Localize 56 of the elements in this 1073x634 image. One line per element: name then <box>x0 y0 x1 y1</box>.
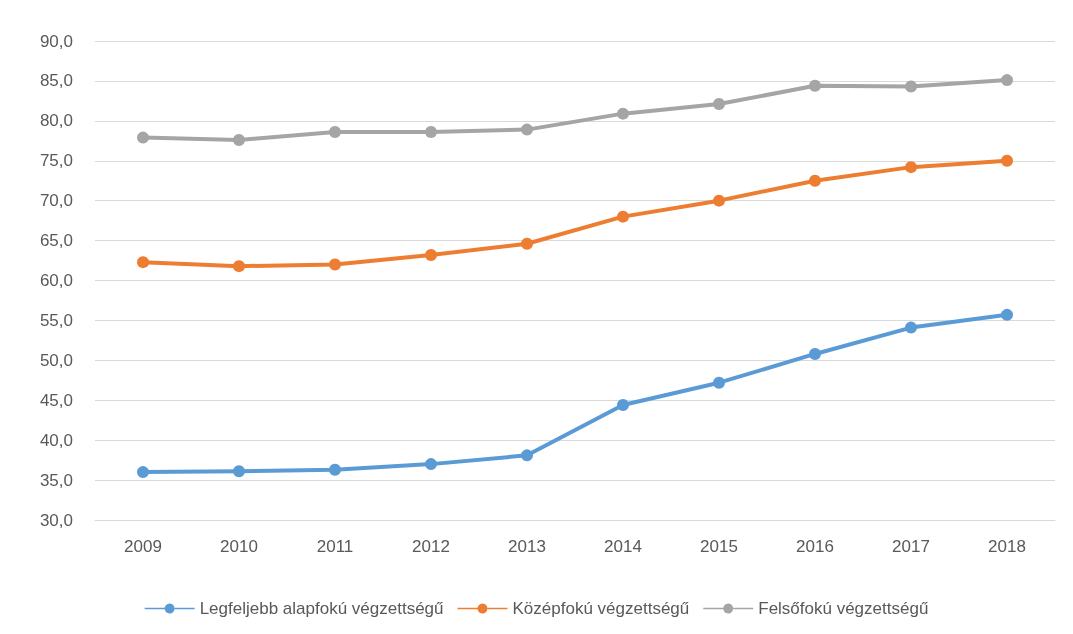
point <box>137 466 149 479</box>
x-tick-label: 2010 <box>220 537 258 556</box>
y-tick-label: 55,0 <box>39 310 73 330</box>
point <box>521 449 533 462</box>
point <box>521 237 533 250</box>
y-tick-label: 30,0 <box>39 510 73 530</box>
point <box>713 98 725 111</box>
x-tick-label: 2009 <box>124 537 162 556</box>
x-tick-label: 2012 <box>412 537 450 556</box>
point <box>809 79 821 92</box>
x-tick-label: 2014 <box>604 537 642 556</box>
y-tick-label: 65,0 <box>39 231 73 251</box>
y-tick-label: 75,0 <box>39 151 73 171</box>
y-tick-label: 50,0 <box>39 350 73 370</box>
point <box>137 131 149 144</box>
point <box>425 458 437 471</box>
point <box>1001 74 1013 87</box>
point <box>617 399 629 412</box>
point <box>425 126 437 139</box>
x-tick-label: 2015 <box>700 537 738 556</box>
y-tick-label: 80,0 <box>39 111 73 131</box>
legend-label: Felsőfokú végzettségű <box>758 599 929 618</box>
y-tick-label: 70,0 <box>39 191 73 211</box>
y-tick-label: 40,0 <box>39 430 73 450</box>
point <box>617 107 629 120</box>
point <box>233 260 245 273</box>
y-tick-label: 60,0 <box>39 271 73 290</box>
x-tick-label: 2013 <box>508 537 546 556</box>
point <box>233 465 245 478</box>
point <box>809 347 821 360</box>
x-tick-label: 2017 <box>892 537 930 556</box>
point <box>617 210 629 223</box>
x-tick-label: 2016 <box>796 537 834 556</box>
point <box>329 258 341 271</box>
legend-label: Középfokú végzettségű <box>512 599 690 618</box>
point <box>713 194 725 207</box>
x-tick-label: 2011 <box>316 537 354 556</box>
point <box>905 321 917 334</box>
y-tick-label: 90,0 <box>39 31 73 51</box>
y-tick-label: 35,0 <box>39 470 73 490</box>
point <box>521 123 533 136</box>
point <box>137 256 149 269</box>
point <box>1001 308 1013 321</box>
point <box>1001 154 1013 167</box>
point <box>713 376 725 389</box>
point <box>329 126 341 139</box>
point <box>233 134 245 146</box>
x-tick-label: 2018 <box>988 537 1026 556</box>
point <box>809 174 821 187</box>
point <box>905 161 917 174</box>
point <box>329 463 341 476</box>
legend-label: Legfeljebb alapfokú végzettségű <box>199 599 444 618</box>
y-tick-label: 45,0 <box>39 390 73 410</box>
point <box>905 80 917 93</box>
y-tick-label: 85,0 <box>39 71 73 91</box>
point <box>425 248 437 261</box>
